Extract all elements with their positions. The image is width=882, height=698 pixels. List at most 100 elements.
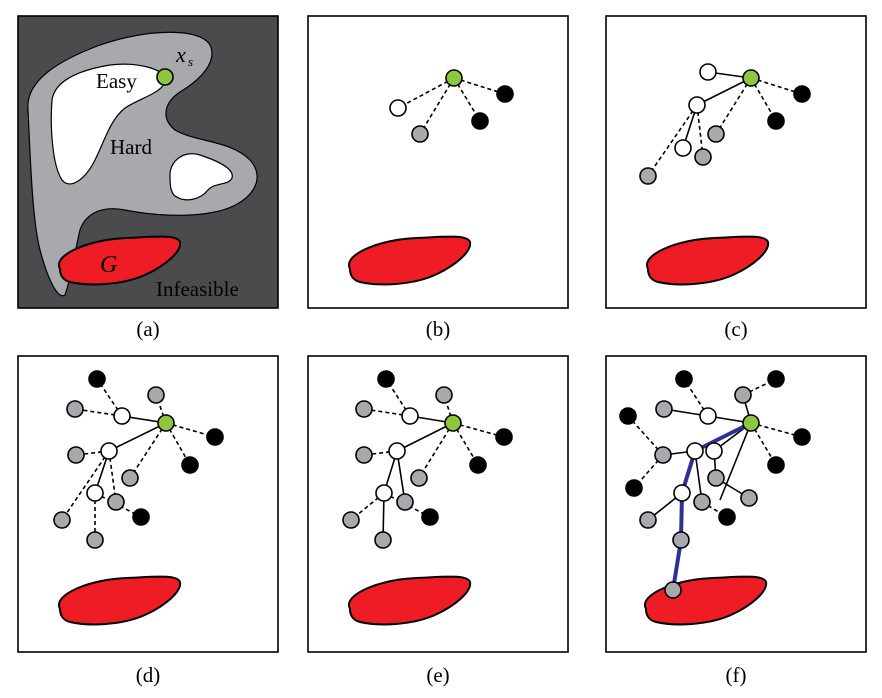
- tree-node-gray: [355, 400, 373, 418]
- tree-edge: [419, 77, 455, 135]
- easy-region-small: [169, 153, 233, 201]
- hard-label: Hard: [110, 135, 152, 159]
- tree-node-black: [619, 407, 637, 425]
- tree-node-white: [389, 99, 407, 117]
- caption-f: (f): [726, 663, 747, 687]
- tree-node-black: [132, 508, 150, 526]
- tree-node-black: [495, 428, 513, 446]
- panel-f: [605, 355, 867, 653]
- tree-node-gray: [654, 446, 672, 464]
- tree-node-gray: [639, 167, 657, 185]
- tree-node-white: [674, 139, 692, 157]
- tree-edge: [452, 422, 505, 438]
- goal-label: G: [100, 252, 117, 278]
- tree-node-white: [699, 63, 717, 81]
- tree-node-white: [375, 484, 393, 502]
- tree-node-white: [699, 407, 717, 425]
- easy-label: Easy: [96, 69, 137, 93]
- tree-edge: [750, 422, 803, 438]
- panel-b: [307, 15, 569, 309]
- tree-node-gray: [67, 446, 85, 464]
- tree-node-black: [469, 456, 487, 474]
- tree-node-black: [377, 370, 395, 388]
- tree-node-gray: [672, 531, 690, 549]
- tree-node-white: [86, 484, 104, 502]
- tree-node-gray: [435, 386, 453, 404]
- panel-e: [307, 355, 569, 653]
- tree-node-black: [181, 456, 199, 474]
- tree-edge: [418, 422, 454, 479]
- tree-edge: [719, 422, 752, 501]
- tree-node-gray: [655, 400, 673, 418]
- tree-node-gray: [374, 531, 392, 549]
- tree-edge: [396, 422, 454, 452]
- tree-node-gray: [740, 489, 758, 507]
- tree-node-gray: [53, 511, 71, 529]
- tree-node-black: [675, 370, 693, 388]
- tree-node-gray: [121, 469, 139, 487]
- caption-c: (c): [724, 317, 747, 341]
- tree-edge: [397, 77, 455, 109]
- start-node-b: [445, 69, 463, 87]
- tree-node-black: [767, 456, 785, 474]
- tree-edge: [453, 77, 506, 95]
- tree-edge: [108, 422, 167, 452]
- panel-c: [605, 15, 867, 309]
- tree-node-gray: [694, 148, 712, 166]
- caption-b: (b): [426, 317, 451, 341]
- tree-node-gray: [664, 581, 682, 599]
- tree-node-black: [496, 85, 514, 103]
- tree-node-gray: [355, 446, 373, 464]
- tree-node-gray: [147, 386, 165, 404]
- tree-node-white: [686, 442, 704, 460]
- tree-node-gray: [107, 493, 125, 511]
- panel-d: [17, 355, 279, 653]
- tree-node-gray: [734, 386, 752, 404]
- tree-node-gray: [639, 511, 657, 529]
- tree-node-white: [705, 442, 723, 460]
- tree-node-black: [718, 508, 736, 526]
- tree-node-black: [793, 428, 811, 446]
- tree-edge: [696, 77, 752, 106]
- infeasible-label: Infeasible: [156, 277, 239, 301]
- tree-edge: [129, 422, 167, 479]
- start-node-d: [157, 414, 175, 432]
- tree-node-white: [673, 484, 691, 502]
- tree-node-black: [421, 508, 439, 526]
- start-node-c: [742, 69, 760, 87]
- tree-node-white: [688, 96, 706, 114]
- tree-node-black: [625, 479, 643, 497]
- caption-d: (d): [136, 663, 161, 687]
- start-label: x: [175, 42, 186, 67]
- tree-node-black: [793, 85, 811, 103]
- panel-a: Easy Hard Infeasible G x s: [17, 15, 279, 309]
- tree-node-gray: [86, 531, 104, 549]
- tree-node-gray: [342, 511, 360, 529]
- tree-node-gray: [396, 493, 414, 511]
- easy-region-large: [50, 63, 166, 185]
- tree-node-gray: [411, 125, 429, 143]
- tree-node-white: [388, 442, 406, 460]
- tree-node-gray: [707, 469, 725, 487]
- tree-edge: [363, 450, 398, 456]
- tree-node-gray: [410, 469, 428, 487]
- tree-node-white: [100, 442, 118, 460]
- start-node-f: [742, 414, 760, 432]
- tree-node-gray: [66, 400, 84, 418]
- tree-node-black: [88, 370, 106, 388]
- tree-node-gray: [693, 493, 711, 511]
- caption-a: (a): [136, 317, 159, 341]
- start-subscript: s: [188, 54, 193, 69]
- tree-node-black: [206, 428, 224, 446]
- start-node-a: [156, 68, 174, 86]
- tree-node-white: [113, 407, 131, 425]
- tree-edge: [647, 104, 698, 177]
- tree-edge: [75, 450, 110, 456]
- tree-node-white: [401, 407, 419, 425]
- tree-edge: [750, 77, 803, 95]
- tree-node-black: [767, 112, 785, 130]
- tree-node-gray: [707, 125, 725, 143]
- start-node-e: [444, 414, 462, 432]
- tree-node-black: [767, 370, 785, 388]
